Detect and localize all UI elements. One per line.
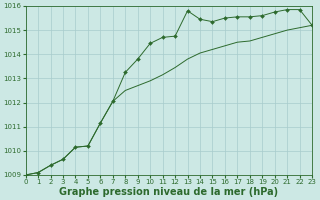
X-axis label: Graphe pression niveau de la mer (hPa): Graphe pression niveau de la mer (hPa) (59, 187, 278, 197)
